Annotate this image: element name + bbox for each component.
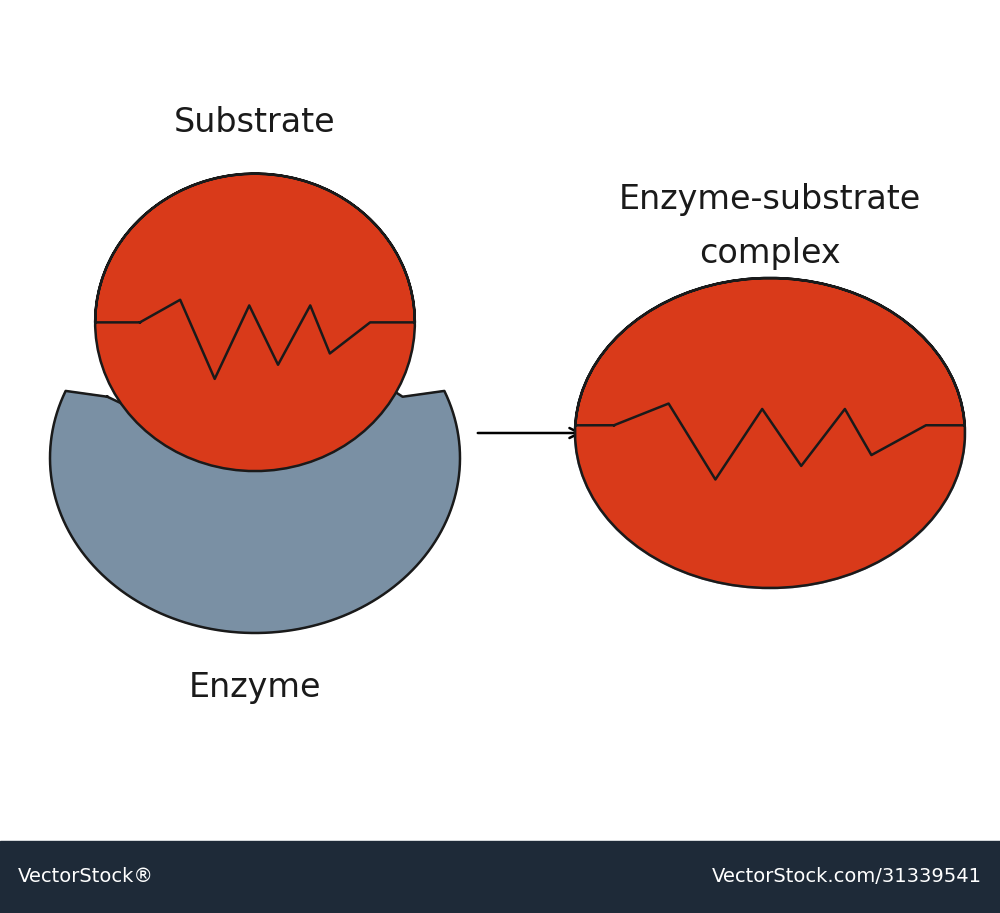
Polygon shape (95, 173, 415, 471)
Polygon shape (50, 335, 460, 633)
Text: Enzyme: Enzyme (189, 671, 321, 704)
Text: complex: complex (699, 236, 841, 269)
Text: Substrate: Substrate (174, 106, 336, 139)
Bar (0, 841, 1000, 913)
Text: VectorStock.com/31339541: VectorStock.com/31339541 (712, 867, 982, 887)
Text: VectorStock®: VectorStock® (18, 867, 154, 887)
Ellipse shape (575, 278, 965, 588)
Polygon shape (575, 278, 965, 588)
Text: Active  site: Active site (155, 353, 309, 381)
Text: Enzyme-substrate: Enzyme-substrate (619, 184, 921, 216)
